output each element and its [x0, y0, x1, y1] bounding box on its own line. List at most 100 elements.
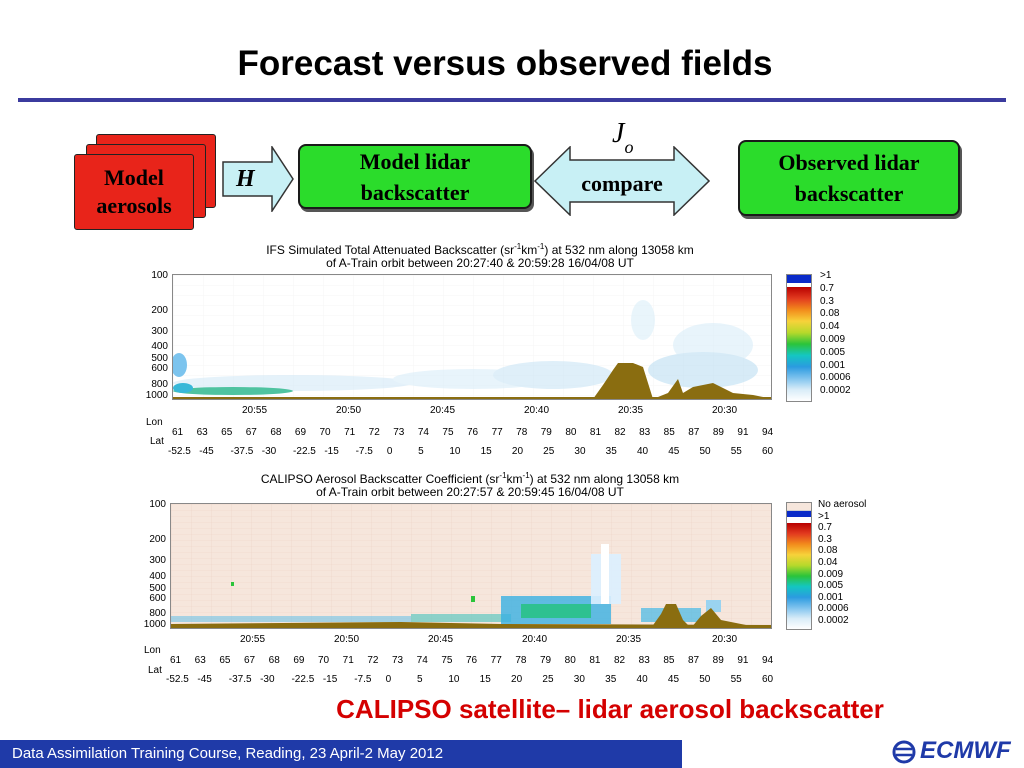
plot1-title-line2: of A-Train orbit between 20:27:40 & 20:5…	[326, 256, 634, 270]
plot1-lon-tick: 77	[491, 427, 503, 438]
jo-main: J	[612, 118, 625, 149]
plot1-legend-entry: 0.0006	[820, 372, 851, 384]
plot2-legend-entry: 0.005	[818, 580, 844, 592]
plot2-lat-tick: -7.5	[354, 674, 372, 685]
plot1-lat-tick: 5	[418, 446, 424, 457]
plot1-lat-tick: 35	[605, 446, 617, 457]
plot1-lon-tick: 94	[762, 427, 774, 438]
ecmwf-logo-text: ECMWF	[920, 737, 1011, 764]
plot1-ytick: 500	[151, 353, 168, 364]
plot1-area	[172, 274, 772, 400]
plot1-title-c: ) at 532 nm along 13058 km	[544, 243, 694, 257]
plot1-legend-entry: 0.3	[820, 295, 834, 307]
plot2-lon-tick: 77	[490, 655, 502, 666]
plot2-title-c: ) at 532 nm along 13058 km	[529, 472, 680, 486]
plot2-title-sup1: -1	[499, 471, 507, 480]
plot1-lon-tick: 91	[737, 427, 749, 438]
plot2-lon-tick: 89	[712, 655, 724, 666]
plot2-legend-entry: 0.08	[818, 545, 838, 557]
plot1-title-sup1: -1	[514, 242, 522, 251]
plot1-ytick: 600	[151, 363, 168, 374]
plot2-ytick: 200	[149, 534, 166, 545]
plot2-lon-tick: 85	[663, 655, 675, 666]
plot2-ytick: 400	[149, 571, 166, 582]
plot1-ytick: 100	[151, 270, 168, 281]
stack-label-line2: aerosols	[96, 193, 172, 218]
plot2-ytick: 600	[149, 593, 166, 604]
plot1-lat-tick: -7.5	[355, 446, 373, 457]
plot2-lon-tick: 75	[441, 655, 453, 666]
plot2-ytick: 300	[149, 555, 166, 566]
plot2-lon-tick: 76	[466, 655, 478, 666]
plot2-title-sup2: -1	[522, 471, 530, 480]
plot2-colorbar-top	[787, 511, 811, 517]
plot1-lon-tick: 80	[565, 427, 577, 438]
plot1-time-tick: 20:35	[618, 405, 644, 416]
plot2-colorbar-noaerosol	[787, 503, 811, 511]
plot2-lon-tick: 73	[392, 655, 404, 666]
compare-double-arrow	[534, 146, 710, 216]
footer-bar	[0, 740, 682, 768]
plot1-lat-tick: 60	[762, 446, 774, 457]
plot2-lon-tick: 82	[614, 655, 626, 666]
plot1-ytick: 200	[151, 305, 168, 316]
plot1-lon-tick: 78	[516, 427, 528, 438]
plot1-legend-entry: 0.08	[820, 308, 840, 320]
plot2-legend-entry: 0.0006	[818, 603, 849, 615]
plot2-lon-tick: 78	[515, 655, 527, 666]
plot2-lon-tick: 80	[564, 655, 576, 666]
plot2-lon-tick: 63	[194, 655, 206, 666]
plot1-lat-tick: 20	[511, 446, 524, 457]
model-box-line1: Model lidar	[359, 148, 471, 174]
plot2-lat-tick: 5	[416, 674, 423, 685]
plot2-lat-tick: 45	[667, 674, 680, 685]
plot2-title: CALIPSO Aerosol Backscatter Coefficient …	[160, 469, 780, 499]
plot1-legend-entry: >1	[820, 270, 832, 281]
plot2-lon-tick: 61	[170, 655, 182, 666]
plot2-legend-entry: 0.04	[818, 557, 838, 568]
plot2-lat-tick: 35	[605, 674, 617, 685]
plot2-lat-tick: -30	[260, 674, 275, 685]
plot2-area	[170, 503, 772, 629]
plot2-lat-tick: -37.5	[228, 674, 252, 685]
plot1-ytick: 300	[151, 326, 168, 337]
plot1-title-b: km	[521, 243, 538, 257]
plot2-time-tick: 20:50	[334, 634, 360, 645]
plot2-lon-tick: 83	[638, 655, 650, 666]
plot1-lon-tick: 68	[270, 427, 282, 438]
slide-caption: CALIPSO satellite– lidar aerosol backsca…	[336, 694, 884, 724]
plot2-lon-tick: 74	[416, 655, 428, 666]
plot2-lat-tick: 50	[699, 674, 711, 685]
plot1-lat-tick: 40	[636, 446, 649, 457]
plot2-lon-tick: 71	[342, 655, 354, 666]
plot1-lon-label: Lon	[146, 417, 163, 428]
plot2-lon-tick: 68	[268, 655, 280, 666]
compare-label: compare	[581, 171, 663, 196]
obs-box-line1: Observed lidar	[778, 150, 920, 175]
plot1-lon-tick: 67	[245, 427, 257, 438]
plot1-lat-tick: 50	[699, 446, 711, 457]
operator-arrow	[222, 146, 294, 212]
plot2-lat-tick: 25	[542, 674, 554, 685]
plot1-title-sup2: -1	[537, 242, 545, 251]
plot1-title: IFS Simulated Total Attenuated Backscatt…	[170, 240, 790, 270]
plot1-ytick: 800	[151, 379, 168, 390]
plot2-legend-entry: 0.3	[818, 533, 832, 545]
plot1-lat-tick: -15	[324, 446, 339, 457]
plot2-ytick: 500	[149, 583, 166, 594]
plot1-lon-tick: 61	[172, 427, 184, 438]
plot1-lon-tick: 70	[319, 427, 331, 438]
plot2-ytick: 1000	[143, 619, 166, 630]
operator-label: H	[236, 166, 255, 192]
plot1-lat-tick: -45	[199, 446, 214, 457]
plot2-lat-tick: 20	[511, 674, 523, 685]
plot2-lon-label: Lon	[144, 645, 161, 656]
plot2-lon-tick: 91	[737, 655, 749, 666]
ecmwf-logo-icon	[892, 740, 916, 764]
plot2-time-tick: 20:45	[428, 634, 454, 645]
plot1-lon-tick: 72	[368, 427, 380, 438]
plot2-lon-tick: 81	[589, 655, 601, 666]
plot2-colorbar	[786, 502, 812, 630]
plot2-lon-tick: 70	[318, 655, 330, 666]
model-box-line2: backscatter	[360, 179, 470, 205]
